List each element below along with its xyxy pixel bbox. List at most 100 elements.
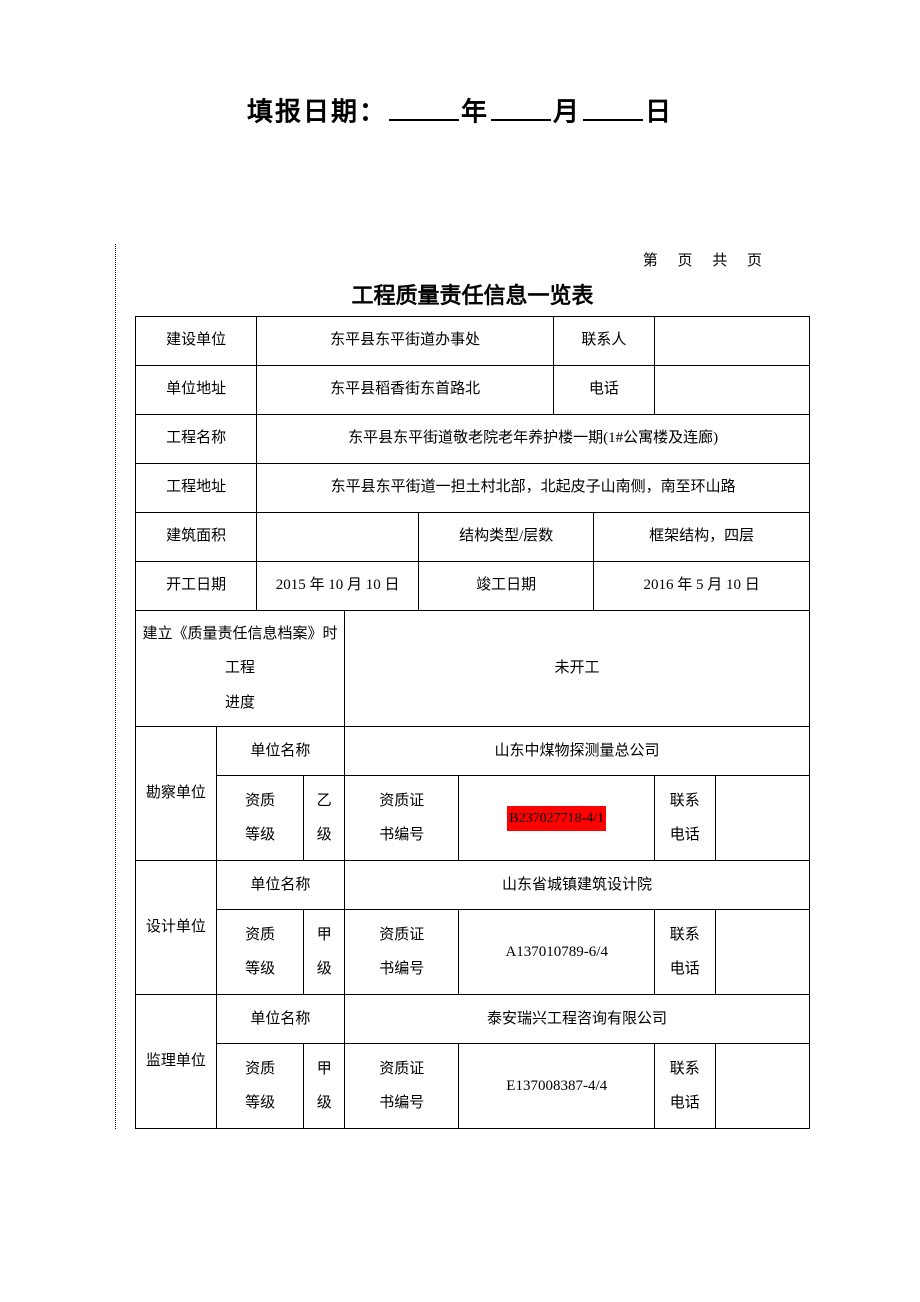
qual-level-l1: 资质 (245, 1061, 275, 1077)
contact-phone-l2: 电话 (670, 961, 700, 977)
project-name-value: 东平县东平街道敬老院老年养护楼一期(1#公寓楼及连廊) (257, 414, 810, 463)
contact-phone-l1: 联系 (670, 1061, 700, 1077)
phone-label: 电话 (553, 365, 654, 414)
contact-phone-l1: 联系 (670, 793, 700, 809)
survey-qual-level: 乙 级 (304, 776, 344, 861)
info-table: 建设单位 东平县东平街道办事处 联系人 单位地址 东平县稻香街东首路北 电话 工… (135, 316, 810, 1130)
design-unit-name-label: 单位名称 (216, 861, 344, 910)
qual-level-l2: 等级 (245, 1095, 275, 1111)
archive-progress-label: 建立《质量责任信息档案》时工程 进度 (136, 610, 345, 727)
year-blank (389, 90, 459, 121)
survey-contact-phone-label: 联系 电话 (654, 776, 715, 861)
build-unit-label: 建设单位 (136, 316, 257, 365)
project-name-label: 工程名称 (136, 414, 257, 463)
design-section-label: 设计单位 (136, 861, 217, 995)
table-row: 设计单位 单位名称 山东省城镇建筑设计院 (136, 861, 810, 910)
supervise-unit-name: 泰安瑞兴工程咨询有限公司 (344, 995, 809, 1044)
area-value (257, 512, 419, 561)
table-row: 工程地址 东平县东平街道一担土村北部，北起皮子山南侧，南至环山路 (136, 463, 810, 512)
address-label: 单位地址 (136, 365, 257, 414)
table-row: 资质 等级 甲 级 资质证 书编号 A137010789-6/4 联系 电话 (136, 910, 810, 995)
cert-no-l2: 书编号 (379, 827, 424, 843)
table-row: 勘察单位 单位名称 山东中煤物探测量总公司 (136, 727, 810, 776)
supervise-cert-no: E137008387-4/4 (459, 1044, 654, 1129)
archive-label-line1: 建立《质量责任信息档案》时工程 (142, 626, 337, 677)
table-row: 监理单位 单位名称 泰安瑞兴工程咨询有限公司 (136, 995, 810, 1044)
survey-level-l1: 乙 (317, 793, 332, 809)
table-row: 建立《质量责任信息档案》时工程 进度 未开工 (136, 610, 810, 727)
qual-level-l2: 等级 (245, 827, 275, 843)
project-addr-value: 东平县东平街道一担土村北部，北起皮子山南侧，南至环山路 (257, 463, 810, 512)
project-addr-label: 工程地址 (136, 463, 257, 512)
table-row: 开工日期 2015 年 10 月 10 日 竣工日期 2016 年 5 月 10… (136, 561, 810, 610)
table-row: 单位地址 东平县稻香街东首路北 电话 (136, 365, 810, 414)
struct-value: 框架结构，四层 (594, 512, 810, 561)
contact-value (654, 316, 809, 365)
start-date-value: 2015 年 10 月 10 日 (257, 561, 419, 610)
supervise-cert-no-label: 资质证 书编号 (344, 1044, 459, 1129)
supervise-level-l1: 甲 (317, 1061, 332, 1077)
supervise-qual-level: 甲 级 (304, 1044, 344, 1129)
supervise-contact-phone-label: 联系 电话 (654, 1044, 715, 1129)
design-contact-phone (715, 910, 809, 995)
binding-dotted-line (115, 244, 116, 1130)
cert-no-l2: 书编号 (379, 1095, 424, 1111)
start-date-label: 开工日期 (136, 561, 257, 610)
design-qual-level: 甲 级 (304, 910, 344, 995)
supervise-contact-phone (715, 1044, 809, 1129)
survey-unit-name: 山东中煤物探测量总公司 (344, 727, 809, 776)
address-value: 东平县稻香街东首路北 (257, 365, 554, 414)
design-level-l2: 级 (317, 961, 332, 977)
qual-level-l1: 资质 (245, 927, 275, 943)
cert-no-l2: 书编号 (379, 961, 424, 977)
supervise-level-l2: 级 (317, 1095, 332, 1111)
report-date-label: 填报日期： (247, 97, 387, 127)
cert-no-l1: 资质证 (379, 927, 424, 943)
survey-unit-name-label: 单位名称 (216, 727, 344, 776)
contact-phone-l2: 电话 (670, 827, 700, 843)
document-page: 填报日期： 年 月 日 第 页 共 页 工程质量责任信息一览表 建设单位 (0, 0, 920, 1129)
area-label: 建筑面积 (136, 512, 257, 561)
report-date-line: 填报日期： 年 月 日 (0, 90, 920, 129)
table-row: 建设单位 东平县东平街道办事处 联系人 (136, 316, 810, 365)
survey-level-l2: 级 (317, 827, 332, 843)
survey-contact-phone (715, 776, 809, 861)
build-unit-value: 东平县东平街道办事处 (257, 316, 554, 365)
qual-level-l1: 资质 (245, 793, 275, 809)
archive-progress-value: 未开工 (344, 610, 809, 727)
month-suffix: 月 (553, 97, 581, 127)
day-suffix: 日 (645, 97, 673, 127)
supervise-unit-name-label: 单位名称 (216, 995, 344, 1044)
survey-cert-no-cell: B237027718-4/1 (459, 776, 654, 861)
design-cert-no-label: 资质证 书编号 (344, 910, 459, 995)
content-area: 第 页 共 页 工程质量责任信息一览表 建设单位 东平县东平街道办事处 联系人 (135, 249, 810, 1130)
survey-section-label: 勘察单位 (136, 727, 217, 861)
page-indicator: 第 页 共 页 (135, 249, 770, 270)
qual-level-l2: 等级 (245, 961, 275, 977)
design-level-l1: 甲 (317, 927, 332, 943)
survey-cert-no: B237027718-4/1 (507, 806, 606, 831)
design-unit-name: 山东省城镇建筑设计院 (344, 861, 809, 910)
table-title: 工程质量责任信息一览表 (135, 278, 810, 310)
archive-label-line2: 进度 (225, 695, 255, 711)
supervise-qual-level-label: 资质 等级 (216, 1044, 304, 1129)
table-row: 工程名称 东平县东平街道敬老院老年养护楼一期(1#公寓楼及连廊) (136, 414, 810, 463)
table-row: 建筑面积 结构类型/层数 框架结构，四层 (136, 512, 810, 561)
contact-phone-l2: 电话 (670, 1095, 700, 1111)
struct-label: 结构类型/层数 (419, 512, 594, 561)
end-date-value: 2016 年 5 月 10 日 (594, 561, 810, 610)
cert-no-l1: 资质证 (379, 793, 424, 809)
month-blank (491, 90, 551, 121)
table-row: 资质 等级 乙 级 资质证 书编号 B237027718-4/1 联系 电话 (136, 776, 810, 861)
day-blank (583, 90, 643, 121)
phone-value (654, 365, 809, 414)
contact-label: 联系人 (553, 316, 654, 365)
design-cert-no: A137010789-6/4 (459, 910, 654, 995)
supervise-section-label: 监理单位 (136, 995, 217, 1129)
year-suffix: 年 (461, 97, 489, 127)
end-date-label: 竣工日期 (419, 561, 594, 610)
contact-phone-l1: 联系 (670, 927, 700, 943)
design-contact-phone-label: 联系 电话 (654, 910, 715, 995)
design-qual-level-label: 资质 等级 (216, 910, 304, 995)
cert-no-l1: 资质证 (379, 1061, 424, 1077)
